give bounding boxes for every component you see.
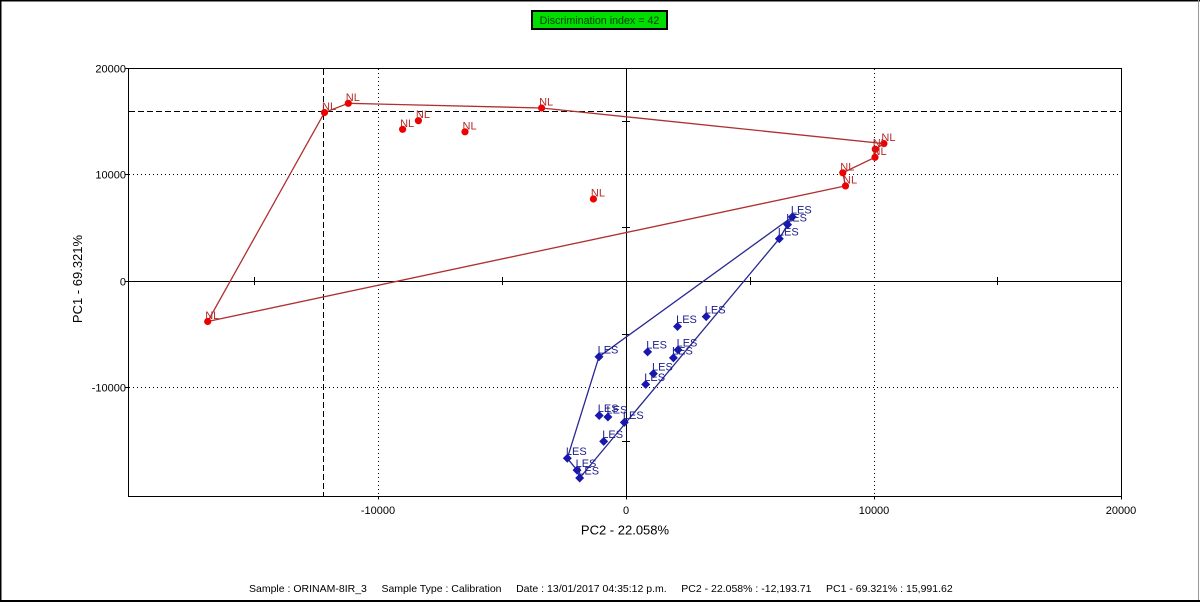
svg-text:NL: NL (840, 161, 854, 173)
svg-text:LES: LES (623, 410, 644, 422)
svg-text:NL: NL (400, 118, 414, 130)
svg-text:LES: LES (705, 304, 726, 316)
svg-text:Discrimination index = 42: Discrimination index = 42 (540, 15, 660, 27)
svg-text:NL: NL (416, 109, 430, 121)
svg-text:LES: LES (646, 340, 667, 352)
svg-text:Sample : ORINAM-8IR_3 Samp: Sample : ORINAM-8IR_3 Sample Type : Cali… (249, 583, 953, 595)
svg-text:LES: LES (578, 466, 599, 478)
svg-text:LES: LES (677, 338, 698, 350)
svg-text:0: 0 (623, 505, 629, 517)
svg-text:10000: 10000 (95, 170, 126, 182)
svg-text:LES: LES (644, 372, 665, 384)
svg-text:NL: NL (205, 310, 219, 322)
svg-text:NL: NL (539, 97, 553, 109)
svg-text:LES: LES (778, 226, 799, 238)
svg-text:LES: LES (791, 205, 812, 217)
svg-text:LES: LES (672, 346, 693, 358)
svg-text:0: 0 (120, 277, 126, 289)
svg-text:PC2 - 22.058%: PC2 - 22.058% (581, 523, 670, 538)
svg-text:10000: 10000 (859, 505, 890, 517)
svg-text:NL: NL (346, 92, 360, 104)
svg-text:LES: LES (786, 212, 807, 224)
svg-text:LES: LES (566, 446, 587, 458)
svg-text:LES: LES (598, 344, 619, 356)
svg-text:NL: NL (591, 188, 605, 200)
svg-text:NL: NL (873, 138, 887, 150)
svg-text:-10000: -10000 (92, 383, 126, 395)
svg-text:LES: LES (607, 405, 628, 417)
svg-text:NL: NL (881, 132, 895, 144)
svg-text:NL: NL (463, 120, 477, 132)
svg-text:LES: LES (576, 458, 597, 470)
svg-text:20000: 20000 (1106, 505, 1137, 517)
svg-text:NL: NL (322, 101, 336, 113)
svg-text:-10000: -10000 (361, 505, 395, 517)
svg-text:LES: LES (602, 429, 623, 441)
svg-text:LES: LES (652, 361, 673, 373)
svg-text:LES: LES (598, 403, 619, 415)
svg-text:NL: NL (843, 174, 857, 186)
svg-text:PC1 - 69.321%: PC1 - 69.321% (70, 234, 85, 323)
svg-text:NL: NL (873, 146, 887, 158)
svg-text:20000: 20000 (95, 64, 126, 76)
svg-text:LES: LES (676, 314, 697, 326)
